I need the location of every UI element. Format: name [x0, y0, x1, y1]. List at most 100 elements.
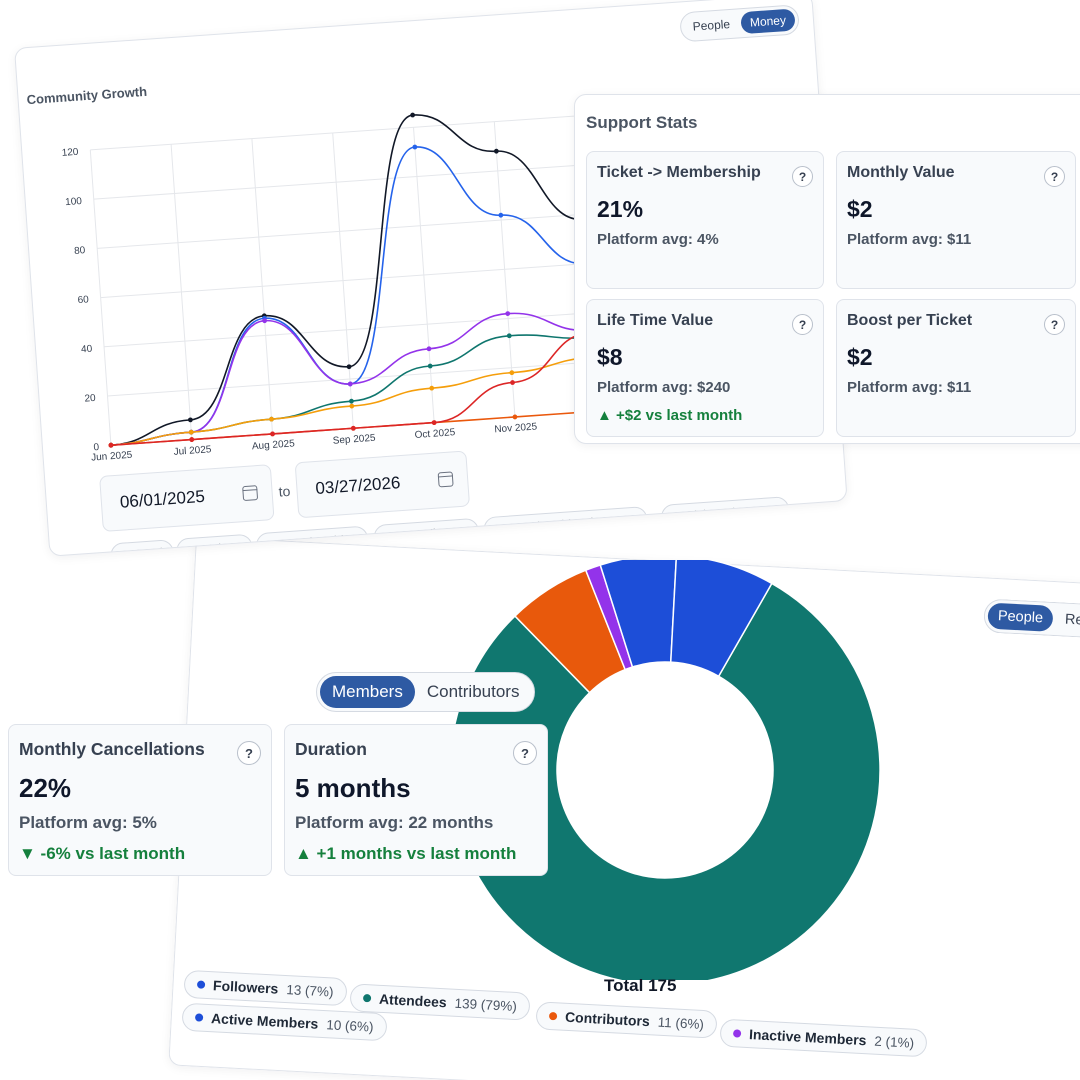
series-chip[interactable]: Membership Discounts: [482, 505, 649, 543]
members-contributors-toggle[interactable]: Members Contributors: [316, 672, 536, 712]
legend-dot-icon: [494, 524, 503, 534]
grid-line: [107, 361, 599, 397]
start-date-value: 06/01/2025: [119, 486, 206, 512]
stat-value: $2: [847, 196, 873, 222]
grid-line: [413, 127, 435, 423]
grid-line: [90, 115, 582, 151]
stat-label: Duration: [295, 739, 367, 759]
duration-card: Duration ? 5 months Platform avg: 22 mon…: [284, 724, 548, 876]
stat-label: Monthly Cancellations: [19, 739, 205, 759]
y-tick-label: 20: [84, 393, 96, 405]
data-point: [505, 311, 511, 317]
stat-platform-avg: Platform avg: 22 months: [295, 813, 494, 832]
stat-monthly-value: Monthly Value ? $2 Platform avg: $11: [836, 151, 1076, 289]
x-tick-label: Oct 2025: [414, 427, 456, 441]
x-tick-label: Aug 2025: [252, 438, 296, 452]
grid-line: [100, 262, 592, 299]
date-range-separator: to: [278, 482, 291, 500]
stat-value: $2: [847, 344, 873, 370]
legend-dot-icon: [194, 1013, 204, 1022]
stat-ticket-membership: Ticket -> Membership ? 21% Platform avg:…: [586, 151, 824, 289]
data-point: [346, 364, 352, 370]
grid-line: [93, 164, 585, 200]
help-icon[interactable]: ?: [792, 166, 813, 187]
data-point: [349, 403, 355, 409]
data-point: [498, 212, 504, 218]
data-point: [512, 414, 518, 420]
data-point: [262, 318, 268, 324]
legend-dot-icon: [362, 993, 372, 1003]
people-toggle-option[interactable]: People: [692, 17, 731, 34]
people-revenue-toggle[interactable]: People Re: [983, 598, 1080, 639]
stat-value: 22%: [19, 773, 72, 803]
legend-label: Inactive Members: [748, 1026, 867, 1049]
data-point: [426, 346, 432, 352]
stat-label: Boost per Ticket: [847, 312, 973, 329]
stat-label: Life Time Value: [597, 312, 714, 329]
data-point: [493, 148, 499, 154]
membership-donut-chart: [449, 560, 881, 980]
grid-line: [493, 121, 516, 417]
help-icon[interactable]: ?: [1044, 314, 1065, 335]
legend-dot-icon: [548, 1011, 558, 1021]
y-tick-label: 60: [77, 294, 89, 306]
x-tick-label: Sep 2025: [332, 433, 376, 447]
grid-line: [97, 213, 589, 249]
stat-label: Ticket -> Membership: [597, 164, 761, 181]
legend-count: 139 (79%): [454, 995, 518, 1014]
stat-platform-avg: Platform avg: 5%: [19, 813, 157, 832]
grid-line: [89, 149, 112, 446]
members-toggle-option[interactable]: Members: [320, 676, 415, 708]
end-date-input[interactable]: 03/27/2026: [294, 450, 471, 519]
data-point: [431, 420, 437, 426]
legend-dot-icon: [121, 550, 130, 557]
data-point: [108, 442, 114, 448]
support-stats-title: Support Stats: [586, 113, 698, 132]
stat-change: ▼ -6% vs last month: [19, 844, 186, 863]
x-tick-label: Nov 2025: [494, 421, 538, 435]
stat-change: ▲ +1 months vs last month: [295, 844, 517, 863]
legend-label: Followers: [212, 977, 279, 997]
y-tick-label: 0: [93, 442, 100, 453]
help-icon[interactable]: ?: [513, 741, 537, 765]
chip-label: Ticket Discounts: [686, 502, 779, 523]
series-chip[interactable]: Total: [109, 539, 175, 557]
help-icon[interactable]: ?: [792, 314, 813, 335]
stat-value: 21%: [597, 196, 644, 222]
data-point: [429, 385, 435, 391]
y-tick-label: 40: [81, 344, 93, 356]
data-point: [412, 144, 418, 150]
contributors-toggle-option[interactable]: Contributors: [426, 682, 520, 701]
legend-label: Contributors: [564, 1008, 651, 1030]
legend-dot-icon: [672, 512, 681, 521]
legend-label: Attendees: [378, 990, 448, 1011]
calendar-icon[interactable]: [437, 471, 454, 488]
data-point: [410, 112, 416, 118]
chip-label: Contributors: [399, 524, 469, 543]
revenue-toggle-option[interactable]: Re: [1064, 611, 1080, 629]
support-stats-card: Support Stats Ticket -> Membership ? 21%…: [574, 94, 1080, 444]
end-date-value: 03/27/2026: [314, 473, 402, 499]
series-chip[interactable]: Ticket Discounts: [660, 496, 791, 530]
stat-platform-avg: Platform avg: $11: [847, 379, 972, 396]
grid-line: [104, 311, 595, 348]
donut-segment: [599, 560, 677, 668]
legend-label: Active Members: [210, 1010, 319, 1032]
help-icon[interactable]: ?: [1044, 166, 1065, 187]
money-toggle-option[interactable]: Money: [740, 8, 796, 35]
data-point: [427, 363, 433, 369]
start-date-input[interactable]: 06/01/2025: [99, 464, 275, 532]
data-point: [347, 381, 353, 387]
stat-change: ▲ +$2 vs last month: [597, 407, 743, 424]
legend-count: 2 (1%): [874, 1033, 915, 1051]
help-icon[interactable]: ?: [237, 741, 261, 765]
calendar-icon[interactable]: [242, 485, 259, 502]
people-money-toggle[interactable]: People Money: [678, 4, 800, 43]
data-point: [189, 437, 195, 442]
stat-value: $8: [597, 344, 623, 370]
stat-platform-avg: Platform avg: $11: [847, 231, 972, 248]
people-toggle-option[interactable]: People: [987, 602, 1054, 632]
legend-dot-icon: [196, 980, 206, 989]
data-point: [269, 416, 274, 422]
donut-segment: [669, 560, 773, 678]
